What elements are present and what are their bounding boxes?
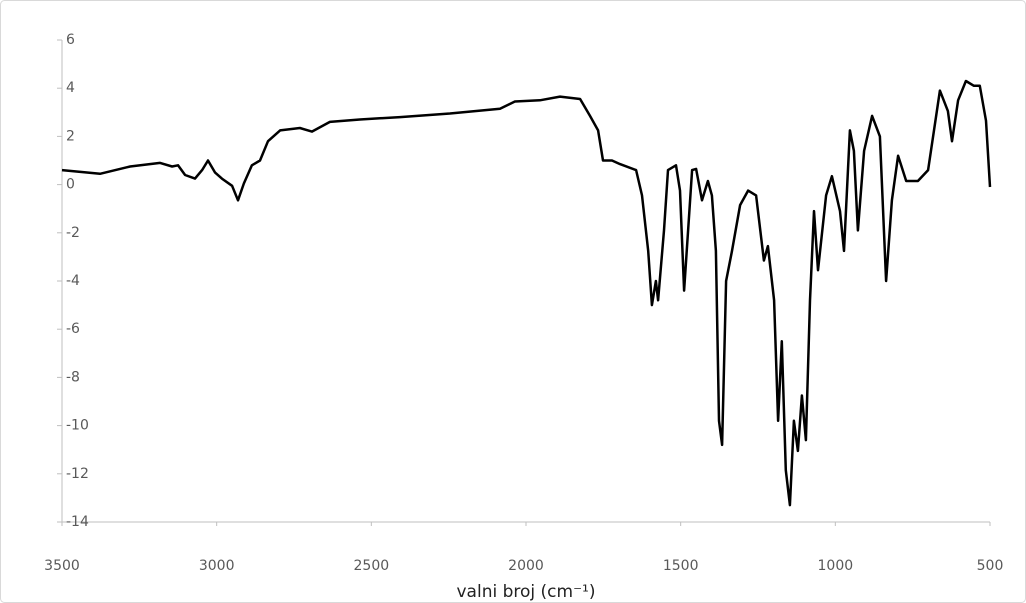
y-tick-label: 6 — [66, 32, 75, 48]
x-tick-label: 3000 — [199, 558, 235, 574]
y-tick-label: 0 — [66, 177, 75, 193]
x-tick-label: 1000 — [818, 558, 854, 574]
x-tick-label: 3500 — [44, 558, 80, 574]
y-tick-label: 4 — [66, 80, 75, 96]
spectrum-line — [61, 79, 992, 507]
y-tick-label: -14 — [66, 514, 89, 530]
y-tick-label: -12 — [66, 466, 89, 482]
x-tick-label: 500 — [977, 558, 1004, 574]
y-tick-label: -6 — [66, 321, 80, 337]
x-axis-title: valni broj (cm⁻¹) — [457, 582, 596, 602]
y-tick-label: -8 — [66, 369, 80, 385]
x-tick-label: 1500 — [663, 558, 699, 574]
y-tick-label: -10 — [66, 418, 89, 434]
y-tick-label: -2 — [66, 225, 80, 241]
x-tick-label: 2500 — [354, 558, 390, 574]
x-tick-label: 2000 — [508, 558, 544, 574]
y-tick-label: 2 — [66, 128, 75, 144]
y-tick-label: -4 — [66, 273, 80, 289]
